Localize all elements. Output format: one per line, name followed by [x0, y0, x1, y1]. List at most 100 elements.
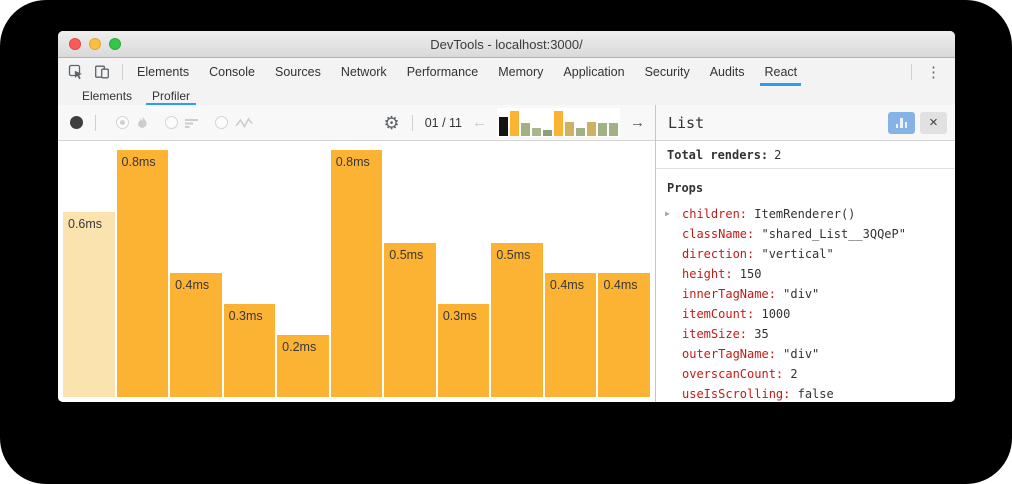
snapshot-thumb-9[interactable]: [587, 122, 596, 136]
chart-type-ranked[interactable]: [165, 116, 199, 129]
commit-bar-7[interactable]: 0.5ms: [384, 243, 436, 397]
more-options-icon[interactable]: ⋮: [926, 64, 941, 81]
interactions-chart-icon: [235, 117, 253, 129]
chart-type-interactions[interactable]: [215, 116, 253, 129]
window-title: DevTools - localhost:3000/: [430, 36, 583, 52]
prop-value: 2: [783, 367, 798, 381]
prop-key: height:: [682, 267, 733, 281]
commit-bar-label: 0.3ms: [228, 309, 263, 323]
total-renders-value: 2: [774, 147, 782, 162]
tab-console[interactable]: Console: [209, 65, 255, 79]
tab-security[interactable]: Security: [644, 65, 690, 79]
commit-bar-6[interactable]: 0.8ms: [330, 150, 383, 397]
toolbar-separator: [411, 114, 413, 131]
commit-bar-label: 0.8ms: [335, 155, 370, 169]
prop-value: 150: [732, 267, 762, 281]
snapshot-thumb-6[interactable]: [554, 111, 563, 136]
tab-network[interactable]: Network: [340, 65, 387, 79]
record-icon[interactable]: [70, 116, 83, 129]
ranked-radio[interactable]: [165, 116, 178, 129]
minimize-window-button[interactable]: [89, 38, 101, 50]
snapshot-thumb-8[interactable]: [576, 128, 585, 136]
flame-icon: [136, 115, 149, 130]
commit-bar-3[interactable]: 0.4ms: [170, 273, 222, 397]
subtab-profiler[interactable]: Profiler: [142, 86, 200, 105]
commit-flamegraph-chart: 0.6ms 0.8ms 0.4ms 0.3ms 0.2ms 0.8ms 0.5ms 0.3ms…: [58, 141, 655, 402]
commit-bar-label: 0.4ms: [549, 278, 584, 292]
prop-row-itemSize: itemSize: 35: [656, 324, 955, 344]
titlebar[interactable]: DevTools - localhost:3000/: [58, 31, 955, 58]
prop-row-useIsScrolling: useIsScrolling: false: [656, 384, 955, 402]
zoom-window-button[interactable]: [109, 38, 121, 50]
expand-arrow-icon[interactable]: ▶: [665, 209, 670, 218]
tab-audits[interactable]: Audits: [709, 65, 745, 79]
inspect-element-icon[interactable]: [68, 64, 84, 80]
commit-bar-2[interactable]: 0.8ms: [116, 150, 169, 397]
tab-sources[interactable]: Sources: [274, 65, 321, 79]
commit-bar-11[interactable]: 0.4ms: [598, 273, 650, 397]
commit-bar-label: 0.4ms: [175, 278, 210, 292]
snapshot-thumb-1-selected[interactable]: [499, 117, 508, 136]
prop-row-className: className: "shared_List__3QQeP": [656, 224, 955, 244]
snapshot-thumb-11[interactable]: [609, 123, 618, 136]
next-snapshot-icon[interactable]: →: [630, 114, 645, 131]
tab-elements[interactable]: Elements: [137, 65, 190, 79]
prop-row-outerTagName: outerTagName: "div": [656, 344, 955, 364]
render-chart-toggle-button[interactable]: [888, 111, 915, 134]
snapshot-thumb-7[interactable]: [565, 122, 574, 136]
close-panel-button[interactable]: ×: [920, 111, 947, 134]
prop-value: false: [790, 387, 834, 401]
prop-row-height: height: 150: [656, 264, 955, 284]
snapshot-thumb-5[interactable]: [543, 130, 552, 136]
chart-type-flamegraph[interactable]: [116, 115, 149, 130]
profiler-pane: ⚙ 01 / 11 ← → 0.6ms 0.8ms 0.4ms 0.3ms 0.2ms 0…: [58, 105, 655, 402]
commit-bar-label: 0.8ms: [121, 155, 156, 169]
tab-application[interactable]: Application: [563, 65, 625, 79]
toolbar-separator: [911, 64, 912, 80]
commit-bar-10[interactable]: 0.4ms: [544, 273, 597, 397]
prop-value: "vertical": [754, 247, 834, 261]
prop-row-direction: direction: "vertical": [656, 244, 955, 264]
commit-bar-8[interactable]: 0.3ms: [437, 304, 490, 397]
react-subtab-bar: Elements Profiler: [58, 86, 955, 106]
close-window-button[interactable]: [69, 38, 81, 50]
snapshot-selector[interactable]: [497, 108, 620, 137]
component-panel-header: List ×: [656, 105, 955, 141]
snapshot-thumb-4[interactable]: [532, 128, 541, 136]
tab-react[interactable]: React: [754, 58, 807, 86]
flamegraph-radio[interactable]: [116, 116, 129, 129]
commit-bar-1[interactable]: 0.6ms: [63, 212, 115, 397]
previous-snapshot-icon[interactable]: ←: [472, 114, 487, 131]
props-heading: Props: [667, 181, 704, 195]
commit-bar-9[interactable]: 0.5ms: [491, 243, 543, 397]
toolbar-separator: [122, 64, 123, 80]
devtools-window: DevTools - localhost:3000/ Elements Conso…: [58, 31, 955, 402]
gear-icon[interactable]: ⚙: [383, 112, 400, 133]
interactions-radio[interactable]: [215, 116, 228, 129]
snapshot-thumb-10[interactable]: [598, 123, 607, 136]
component-details-panel: List × Total renders: 2 Props ▶ children:…: [655, 105, 955, 402]
snapshot-thumb-3[interactable]: [521, 123, 530, 136]
snapshot-thumb-2[interactable]: [510, 111, 519, 136]
total-renders-row: Total renders: 2: [656, 141, 955, 169]
tab-memory[interactable]: Memory: [498, 65, 544, 79]
prop-row-itemCount: itemCount: 1000: [656, 304, 955, 324]
prop-key: children:: [682, 207, 748, 221]
prop-key: direction:: [682, 247, 755, 261]
prop-value: "div": [775, 347, 820, 361]
subtab-elements[interactable]: Elements: [82, 88, 133, 103]
component-name: List: [668, 113, 705, 132]
commit-bar-4[interactable]: 0.3ms: [223, 304, 276, 397]
prop-key: itemSize:: [682, 327, 748, 341]
commit-bar-label: 0.5ms: [389, 248, 424, 262]
device-toolbar-icon[interactable]: [94, 64, 110, 80]
tab-performance[interactable]: Performance: [406, 65, 479, 79]
commit-bar-5[interactable]: 0.2ms: [277, 335, 329, 397]
props-section: Props ▶ children: ItemRenderer() className…: [656, 169, 955, 402]
bar-chart-icon: [895, 117, 908, 128]
prop-value: 35: [747, 327, 769, 341]
prop-key: itemCount:: [682, 307, 755, 321]
ranked-chart-icon: [185, 117, 199, 129]
devtools-tab-bar: Elements Console Sources Network Performance…: [58, 58, 955, 86]
